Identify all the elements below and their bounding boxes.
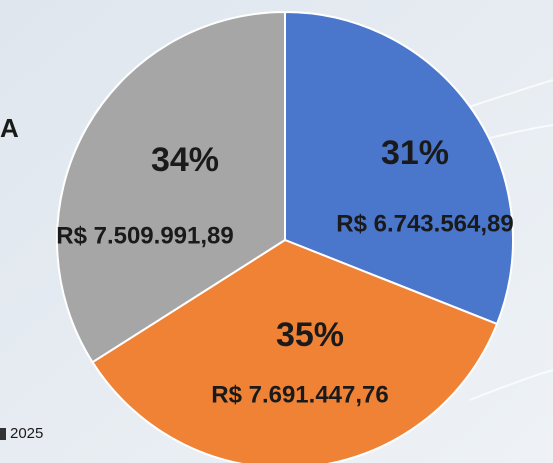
pie-slice: [91, 238, 499, 463]
pie-slice: [284, 10, 514, 326]
side-text: A: [0, 113, 19, 143]
footer-icon: [0, 428, 6, 440]
amount-label: R$ 6.743.564,89: [336, 210, 513, 237]
pie: [56, 10, 514, 463]
percent-label: 31%: [381, 134, 449, 172]
amount-label: R$ 7.509.991,89: [56, 222, 233, 249]
amount-label: R$ 7.691.447,76: [211, 381, 388, 408]
pie-slice: [56, 10, 286, 364]
footer-text: 2025: [10, 425, 43, 442]
percent-label: 35%: [276, 316, 344, 354]
percent-label: 34%: [151, 141, 219, 179]
